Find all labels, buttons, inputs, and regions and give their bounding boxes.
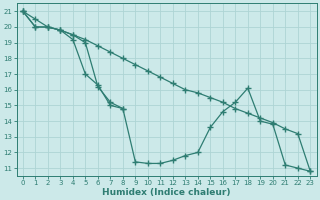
X-axis label: Humidex (Indice chaleur): Humidex (Indice chaleur) <box>102 188 231 197</box>
